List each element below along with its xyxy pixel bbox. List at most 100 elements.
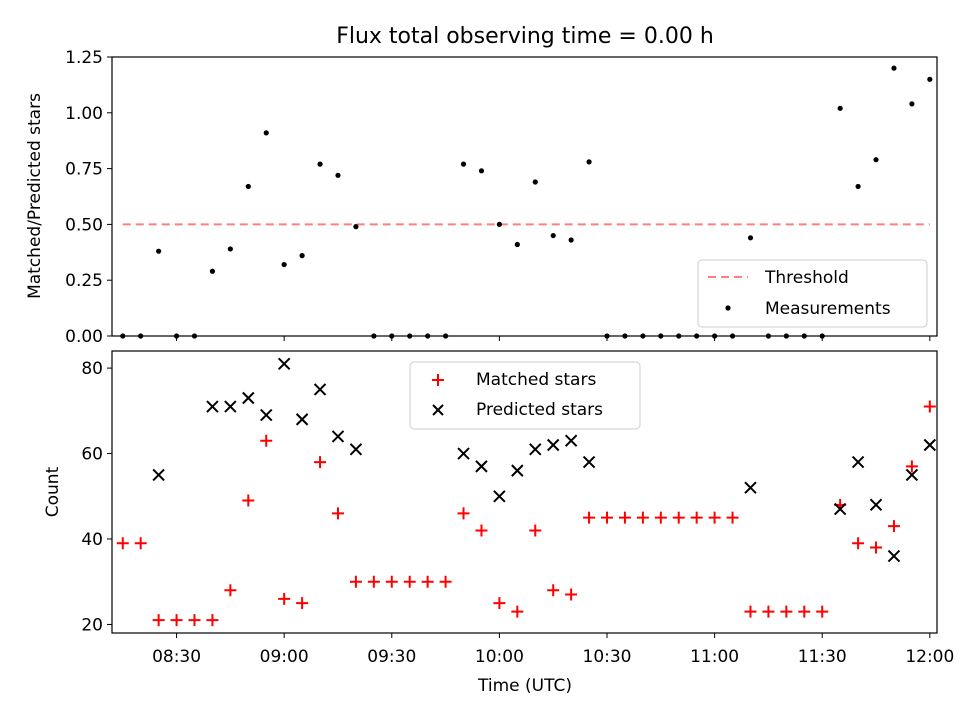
chart-title: Flux total observing time = 0.00 h: [336, 24, 714, 49]
bottom-y-tick-label: 40: [81, 530, 103, 550]
matched-star-point: [690, 511, 703, 524]
measurement-point: [245, 183, 251, 190]
legend-matched-label: Matched stars: [476, 370, 596, 390]
predicted-star-point: [851, 455, 865, 469]
matched-star-point: [224, 584, 237, 597]
top-legend-box: [697, 259, 928, 328]
measurement-point: [891, 65, 897, 71]
predicted-star-point: [564, 434, 578, 447]
matched-star-point: [672, 511, 685, 524]
matched-star-point: [439, 575, 452, 588]
measurement-point: [496, 221, 502, 227]
predicted-star-point: [493, 490, 506, 503]
predicted-star-point: [152, 468, 165, 482]
matched-star-point: [529, 524, 542, 537]
matched-star-point: [565, 588, 578, 601]
matched-star-point: [170, 614, 183, 627]
measurement-point: [263, 130, 269, 136]
measurement-point: [227, 246, 233, 252]
top-y-tick-label: 0.75: [65, 160, 103, 180]
measurement-point: [837, 105, 843, 111]
x-axis-label: Time (UTC): [477, 676, 572, 696]
bottom-data-marks: [116, 357, 937, 627]
predicted-star-point: [923, 438, 937, 452]
top-y-tick-label: 0.25: [65, 271, 103, 291]
matched-star-point: [367, 575, 380, 588]
x-tick-label: 09:00: [260, 647, 309, 667]
matched-star-point: [296, 597, 309, 610]
bottom-y-tick-label: 60: [81, 445, 103, 465]
top-y-tick-label: 1.00: [65, 104, 103, 124]
legend-predicted-swatch: [432, 404, 444, 416]
measurement-point: [550, 232, 556, 239]
top-y-tick-label: 1.25: [65, 48, 103, 68]
matched-star-point: [923, 400, 936, 413]
measurement-point: [335, 172, 341, 178]
predicted-star-point: [277, 357, 291, 371]
matched-star-point: [331, 507, 344, 520]
matched-star-point: [152, 614, 165, 627]
bottom-legend-box: [409, 361, 641, 430]
bottom-y-axis-label: Count: [43, 466, 63, 517]
top-data-marks: [120, 65, 933, 339]
matched-star-point: [726, 511, 739, 524]
predicted-star-point: [869, 498, 883, 512]
measurement-point: [873, 157, 879, 163]
predicted-star-point: [529, 443, 542, 456]
predicted-star-point: [833, 502, 847, 516]
bottom-axis-ticks: 20 40 60 80 08:30 09:00 09:30 10:00 10:30 11:00 11…: [81, 359, 954, 667]
ratio-panel: Matched/Predicted stars 0.00 0.25 0.50 0.75…: [25, 48, 938, 347]
x-tick-label: 10:00: [475, 647, 524, 667]
count-panel: Count Time (UTC) 20 40 60 80 08:30 09:00 09:30…: [43, 350, 954, 696]
matched-star-point: [601, 511, 613, 524]
predicted-star-point: [349, 443, 363, 456]
measurement-point: [209, 268, 216, 274]
top-legend: Threshold Measurements: [697, 259, 928, 328]
matched-star-point: [188, 614, 201, 627]
matched-star-point: [278, 592, 291, 605]
matched-star-point: [349, 575, 362, 588]
matched-star-point: [636, 511, 649, 524]
measurement-point: [478, 168, 485, 174]
measurement-point: [927, 76, 933, 82]
matched-star-point: [887, 520, 900, 533]
x-tick-label: 09:30: [367, 647, 416, 667]
bottom-y-tick-label: 80: [81, 359, 103, 379]
measurement-point: [855, 183, 861, 190]
measurement-point: [532, 179, 538, 185]
legend-threshold-label: Threshold: [764, 268, 849, 288]
x-tick-label: 11:30: [798, 647, 847, 667]
predicted-star-point: [224, 400, 237, 413]
top-y-tick-label: 0.00: [65, 327, 103, 347]
legend-matched-swatch: [432, 374, 444, 386]
predicted-star-point: [905, 468, 919, 482]
matched-star-point: [511, 605, 524, 618]
measurement-point: [747, 235, 754, 241]
measurement-point: [568, 237, 574, 243]
predicted-star-point: [242, 391, 255, 405]
matched-star-point: [206, 614, 219, 627]
predicted-star-point: [546, 438, 560, 452]
predicted-star-point: [744, 481, 757, 494]
predicted-star-point: [260, 408, 273, 422]
matched-star-point: [583, 511, 596, 524]
x-tick-label: 10:30: [583, 647, 632, 667]
matched-star-point: [493, 597, 506, 610]
predicted-star-point: [206, 400, 219, 413]
matched-star-point: [816, 605, 829, 618]
x-tick-label: 12:00: [905, 647, 954, 667]
matched-star-point: [905, 460, 918, 473]
measurement-point: [586, 159, 592, 165]
x-tick-label: 11:00: [690, 647, 739, 667]
matched-star-point: [870, 541, 883, 554]
x-tick-label: 08:30: [152, 647, 201, 667]
top-y-axis-label: Matched/Predicted stars: [25, 93, 45, 299]
matched-star-point: [654, 511, 667, 524]
matched-star-point: [744, 605, 757, 618]
measurement-point: [299, 253, 305, 259]
measurement-point: [156, 248, 162, 254]
predicted-star-point: [331, 430, 345, 443]
matched-star-point: [852, 537, 865, 550]
